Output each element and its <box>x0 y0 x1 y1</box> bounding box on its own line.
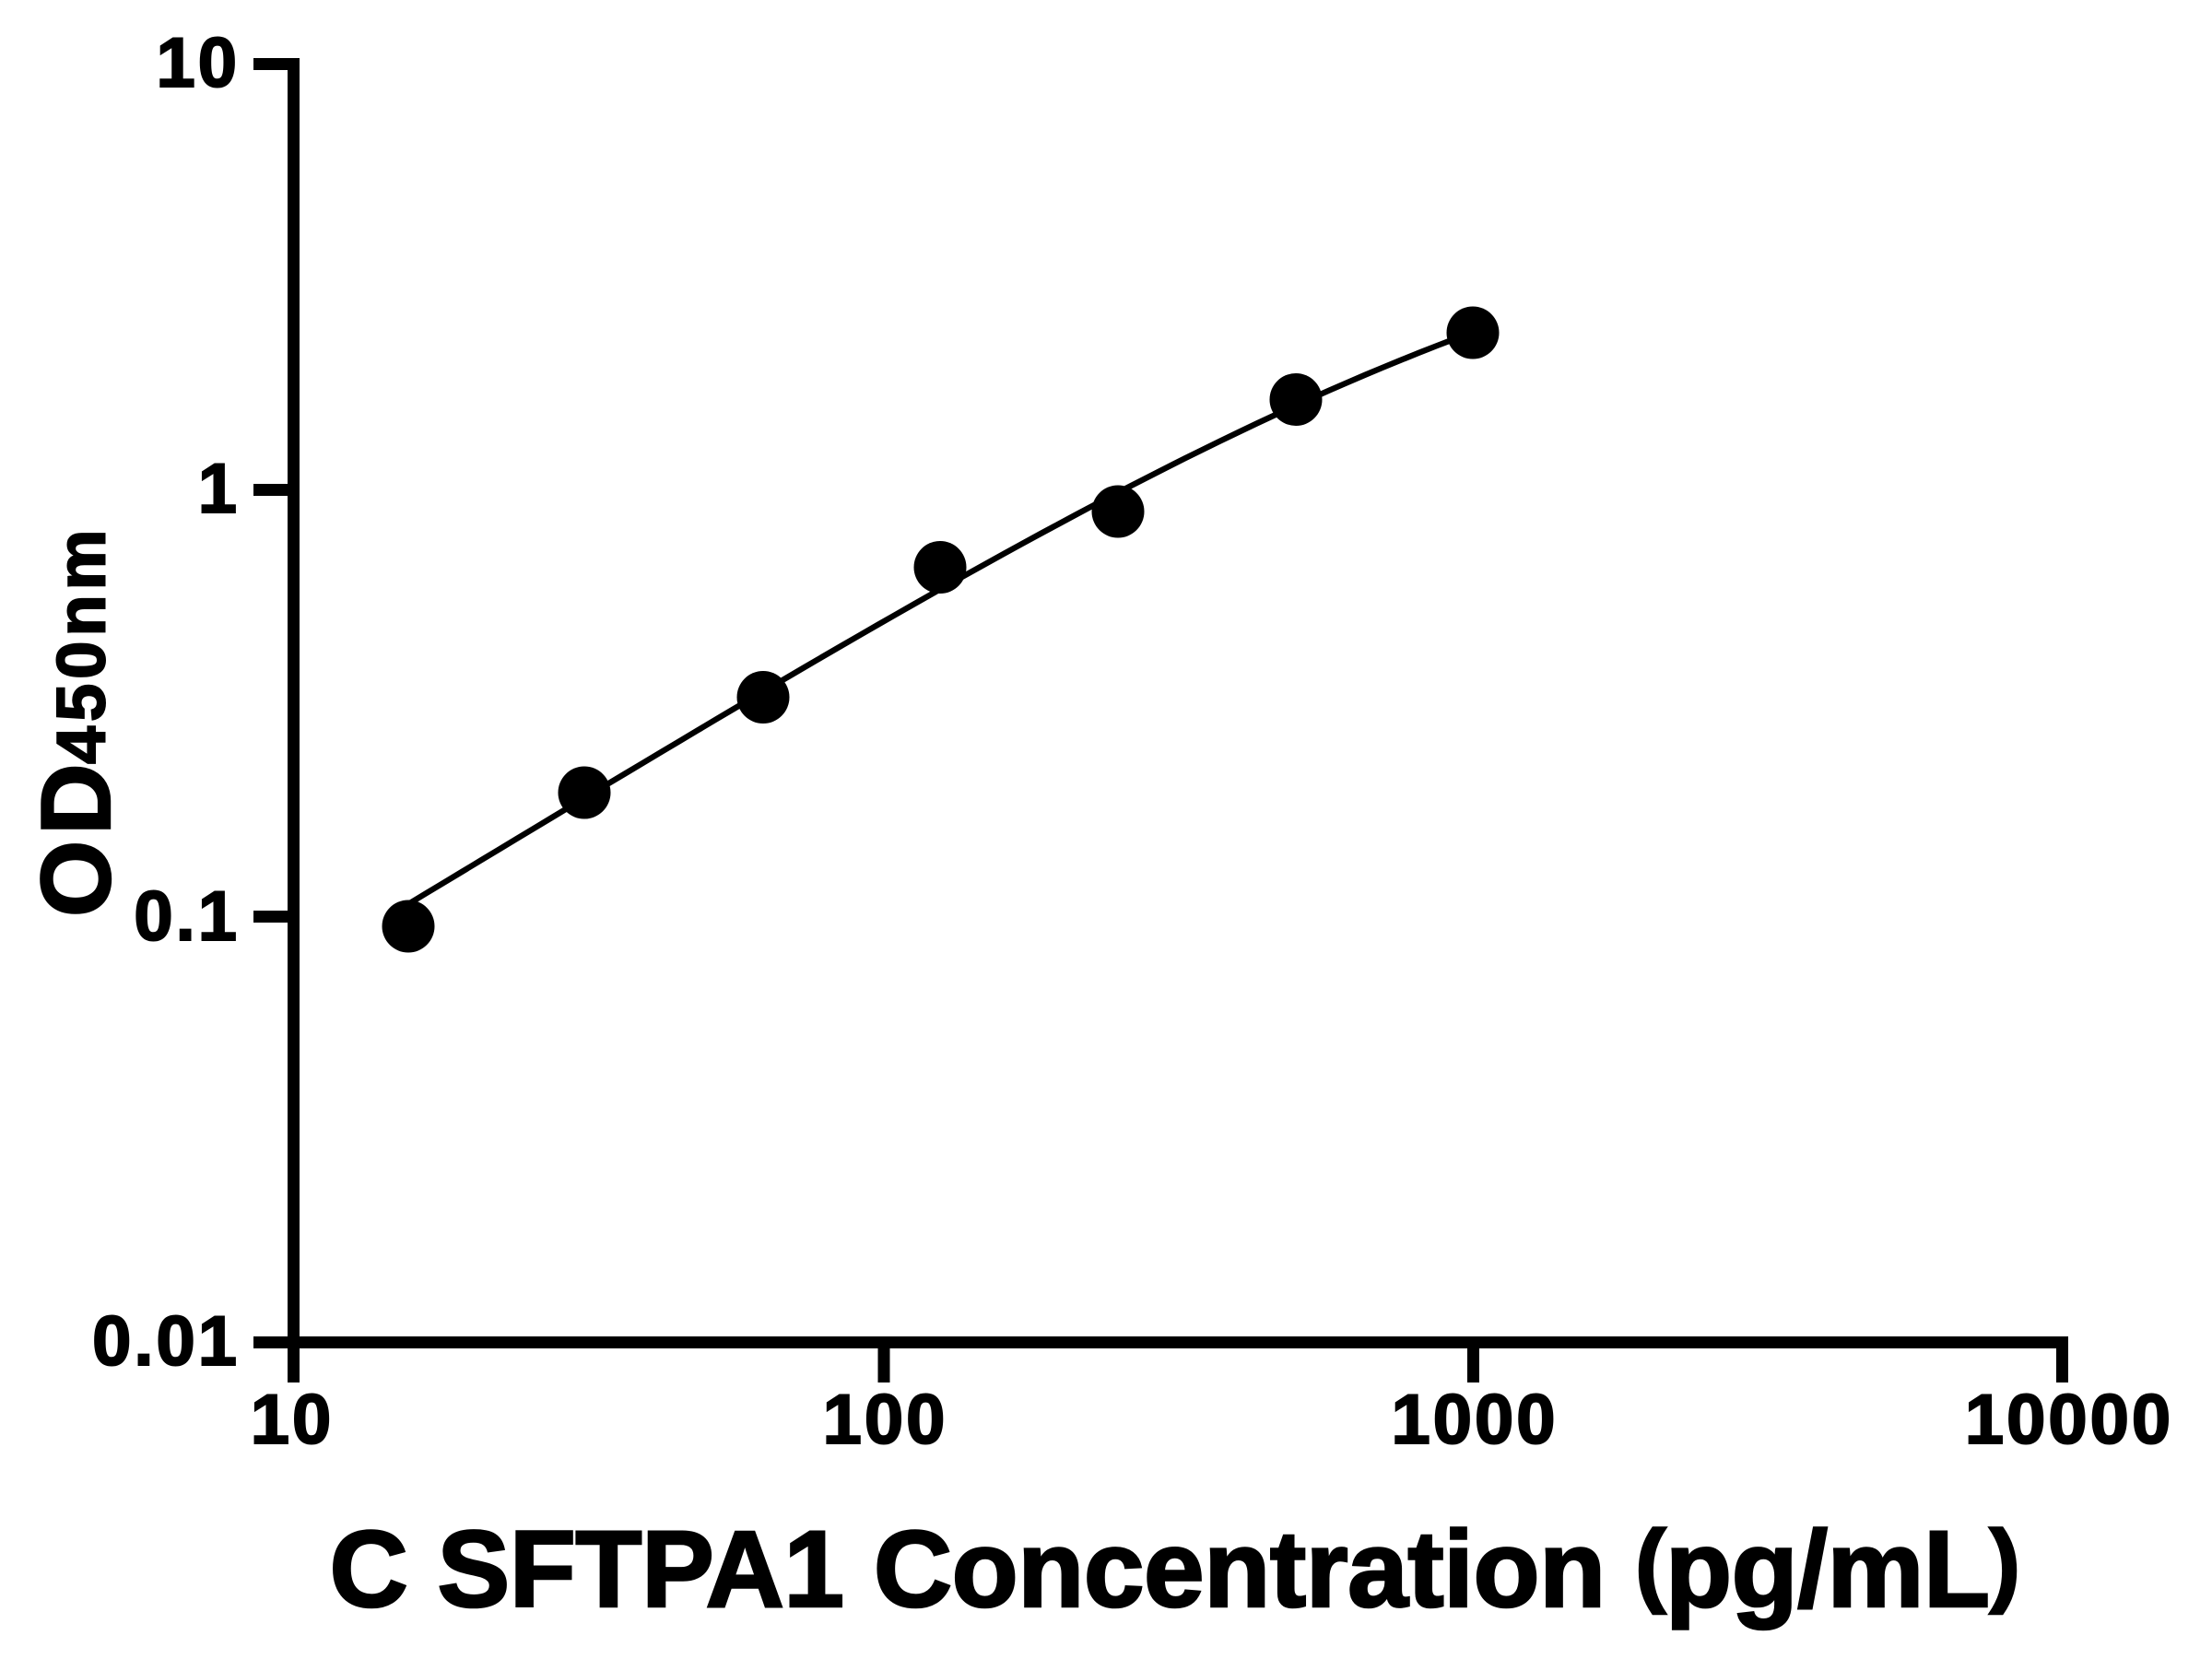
svg-text:10000: 10000 <box>1965 1381 2173 1459</box>
svg-text:1000: 1000 <box>1391 1381 1558 1459</box>
svg-text:0.1: 0.1 <box>134 877 240 956</box>
svg-text:0.01: 0.01 <box>92 1302 240 1381</box>
svg-text:C SFTPA1 Concentration (pg/mL): C SFTPA1 Concentration (pg/mL) <box>329 1509 2019 1630</box>
svg-text:450nm: 450nm <box>43 525 120 764</box>
svg-text:100: 100 <box>823 1381 948 1459</box>
svg-text:10: 10 <box>156 24 240 102</box>
svg-text:10: 10 <box>251 1381 335 1459</box>
svg-text:OD: OD <box>20 759 131 918</box>
svg-text:1: 1 <box>198 450 240 528</box>
